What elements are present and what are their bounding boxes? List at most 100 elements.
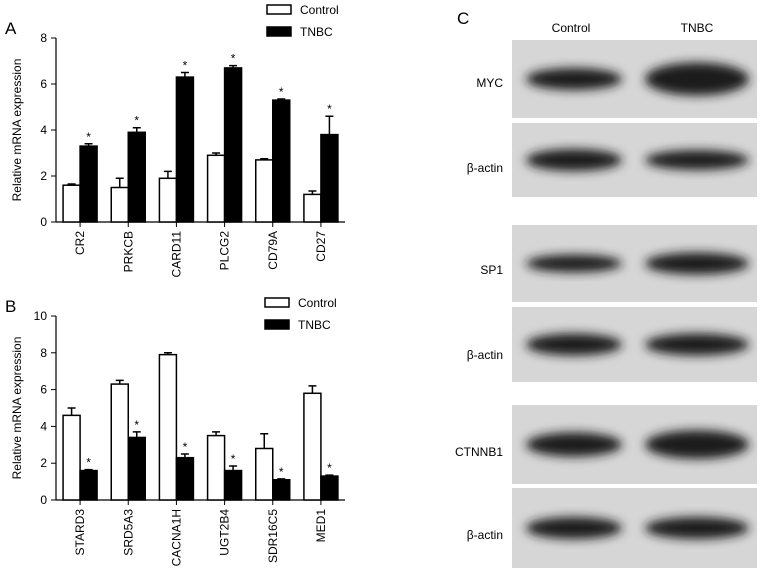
legend-label: Control <box>300 3 339 17</box>
error-bar <box>163 170 172 179</box>
y-tick-label: 6 <box>40 77 47 91</box>
error-bar <box>325 115 334 135</box>
bar <box>223 469 243 501</box>
panel-label: B <box>5 297 16 316</box>
y-axis-label: Relative mRNA expression <box>10 59 24 202</box>
error-bar <box>308 190 317 195</box>
blot-row-label: β-actin <box>467 161 503 175</box>
blot-band <box>645 150 749 170</box>
bar <box>320 475 339 501</box>
blot-band <box>526 517 622 539</box>
blot-band <box>526 432 622 457</box>
error-bar <box>277 478 286 480</box>
y-tick-label: 0 <box>40 215 47 229</box>
error-bar <box>84 468 93 471</box>
y-tick-label: 6 <box>40 383 47 397</box>
bar <box>175 76 195 223</box>
y-tick-label: 4 <box>40 123 47 137</box>
error-bar <box>67 183 76 186</box>
bar <box>206 434 226 501</box>
x-tick-label: CR2 <box>73 231 87 255</box>
significance-label: * <box>86 130 91 144</box>
significance-label: * <box>231 452 236 466</box>
bar <box>255 159 274 223</box>
bar <box>62 184 81 223</box>
legend-label: TNBC <box>298 318 331 332</box>
x-tick-label: PRKCB <box>121 231 135 272</box>
bar <box>320 133 339 223</box>
x-tick-label: UGT2B4 <box>218 509 232 556</box>
blot-band <box>645 333 749 356</box>
bar <box>79 145 98 223</box>
blot-column: Control <box>552 21 591 35</box>
x-tick-label: STARD3 <box>73 509 87 556</box>
error-bar <box>260 433 269 449</box>
significance-label: * <box>327 102 332 116</box>
x-tick-label: SDR16C5 <box>266 509 280 563</box>
significance-label: * <box>279 85 284 99</box>
error-bar <box>229 465 238 471</box>
significance-label: * <box>134 114 139 128</box>
significance-label: * <box>231 52 236 66</box>
bar <box>272 479 291 501</box>
error-bar <box>325 474 334 477</box>
error-bar <box>163 352 172 355</box>
blot-row-label: CTNNB1 <box>455 445 503 459</box>
bar <box>303 193 322 223</box>
error-bar <box>277 98 286 101</box>
blot-row-label: β-actin <box>467 348 503 362</box>
blot-band <box>645 517 749 539</box>
blot-band <box>526 68 622 90</box>
panel-label: C <box>457 9 469 28</box>
x-tick-label: CD79A <box>266 231 280 270</box>
y-axis-label: Relative mRNA expression <box>10 337 24 480</box>
blot-row-label: β-actin <box>467 528 503 542</box>
error-bar <box>67 407 76 416</box>
error-bar <box>115 177 124 188</box>
legend-swatch <box>264 319 290 330</box>
blot-band <box>526 254 622 273</box>
legend-swatch <box>266 4 292 15</box>
blot-band <box>526 333 622 356</box>
error-bar <box>180 453 189 458</box>
error-bar <box>115 379 124 385</box>
error-bar <box>132 431 141 438</box>
bar <box>303 392 322 501</box>
x-tick-label: CD27 <box>314 231 328 262</box>
y-tick-label: 8 <box>40 346 47 360</box>
error-bar <box>260 158 269 160</box>
bar <box>62 414 81 501</box>
y-tick-label: 0 <box>40 493 47 507</box>
y-tick-label: 10 <box>34 309 48 323</box>
significance-label: * <box>279 465 284 479</box>
legend-swatch <box>266 26 292 37</box>
x-tick-label: SRD5A3 <box>121 509 135 556</box>
bar <box>79 469 98 501</box>
bar <box>127 131 146 223</box>
blot-band <box>645 252 749 275</box>
x-tick-label: PLCG2 <box>218 231 232 271</box>
y-tick-label: 4 <box>40 419 47 433</box>
bar <box>127 436 146 501</box>
error-bar <box>229 64 238 68</box>
y-tick-label: 2 <box>40 456 47 470</box>
bar <box>110 186 129 223</box>
legend-label: TNBC <box>300 25 333 39</box>
blot-band <box>645 62 749 96</box>
x-tick-label: CACNA1H <box>169 509 183 566</box>
error-bar <box>180 71 189 78</box>
x-tick-label: MED1 <box>314 509 328 543</box>
error-bar <box>212 152 221 156</box>
bar <box>158 177 178 223</box>
x-tick-label: CARD11 <box>169 231 183 278</box>
significance-label: * <box>86 456 91 470</box>
significance-label: * <box>183 59 188 73</box>
legend-swatch <box>264 297 290 308</box>
bar <box>158 353 178 501</box>
error-bar <box>132 126 141 133</box>
blot-column: TNBC <box>681 21 714 35</box>
bar <box>255 447 274 501</box>
significance-label: * <box>183 440 188 454</box>
error-bar <box>84 143 93 147</box>
